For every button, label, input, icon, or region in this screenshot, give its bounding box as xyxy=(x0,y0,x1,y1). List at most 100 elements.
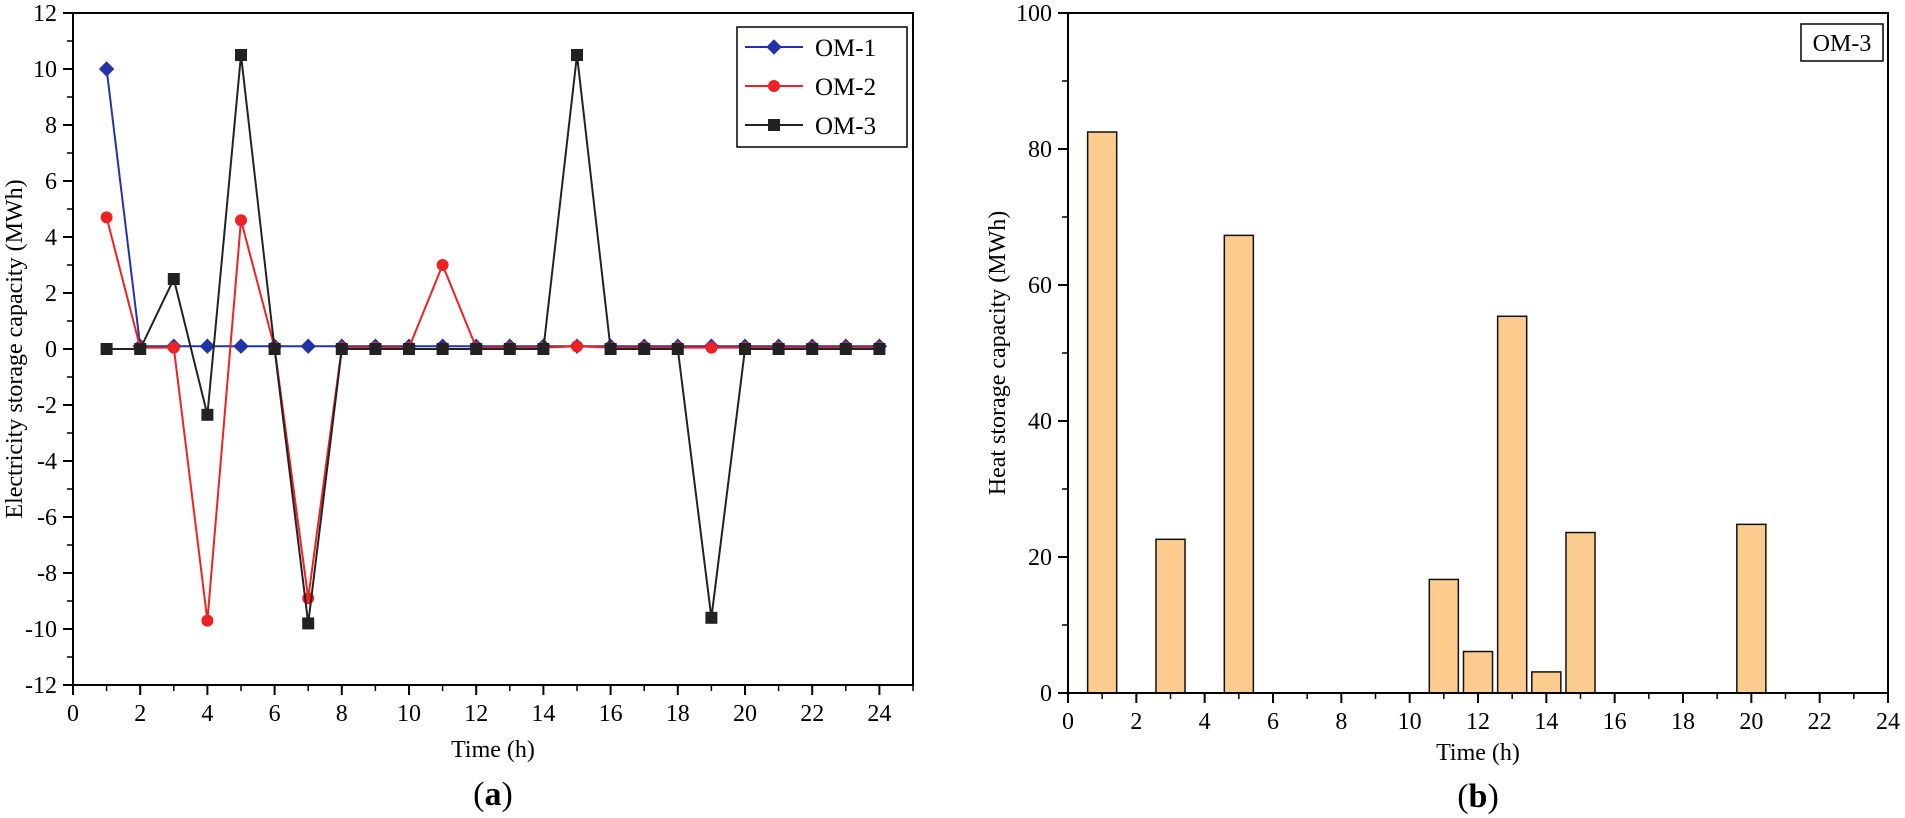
panel-a-x-tick-label: 16 xyxy=(599,701,623,727)
panel-a-x-tick-label: 18 xyxy=(666,701,690,727)
panel-b-legend-frame xyxy=(1800,23,1884,62)
panel-a-series xyxy=(98,49,888,630)
data-point-om-3 xyxy=(604,343,617,355)
data-point-om-3 xyxy=(873,343,886,355)
panel-b-x-tick-label: 4 xyxy=(1199,709,1211,735)
panel-b-y-tick-label: 80 xyxy=(1028,137,1052,163)
panel-b-legend-box: OM-3 xyxy=(1800,23,1884,62)
data-point-om-2 xyxy=(571,340,583,353)
data-point-om-3 xyxy=(302,617,315,630)
bar-hour-5 xyxy=(1223,234,1255,694)
data-point-om-2 xyxy=(436,259,449,271)
data-point-om-3 xyxy=(167,273,180,285)
panel-a-x-tick-label: 10 xyxy=(397,701,421,727)
legend-swatch-marker xyxy=(768,80,780,92)
panel-a-caption-letter: a xyxy=(485,776,502,813)
bar-hour-3 xyxy=(1155,538,1186,694)
series-line-om-2 xyxy=(105,217,880,621)
panel-a-x-tick-label: 0 xyxy=(67,701,79,727)
panel-b-caption: (b) xyxy=(1457,778,1499,815)
data-point-om-3 xyxy=(537,343,550,355)
data-point-om-3 xyxy=(772,343,785,355)
panel-a-y-tick-label: 10 xyxy=(33,57,57,83)
panel-b-legend-label: OM-3 xyxy=(1813,31,1872,57)
data-point-om-3 xyxy=(705,611,718,624)
data-point-om-1 xyxy=(300,338,316,354)
panel-a-y-tick-label: 2 xyxy=(45,281,57,307)
panel-b-caption-letter: b xyxy=(1469,778,1488,815)
data-point-om-2 xyxy=(167,341,180,354)
panel-b-x-tick-label: 0 xyxy=(1062,709,1074,735)
panel-a-y-tick-label: -8 xyxy=(37,561,57,587)
data-point-om-2 xyxy=(100,211,113,224)
data-point-om-3 xyxy=(369,343,382,355)
panel-a-caption: (a) xyxy=(473,776,513,813)
data-point-om-1 xyxy=(233,338,249,354)
legend-label: OM-2 xyxy=(815,74,876,101)
panel-b-x-tick-label: 2 xyxy=(1130,709,1142,735)
panel-b-y-tick-label: 0 xyxy=(1040,681,1052,707)
data-point-om-3 xyxy=(100,343,113,355)
panel-b-x-tick-label: 20 xyxy=(1739,709,1763,735)
panel-a-y-tick-label: 6 xyxy=(45,169,57,195)
panel-a-x-axis-label: Time (h) xyxy=(451,737,535,763)
data-point-om-3 xyxy=(335,343,348,355)
bar-hour-1 xyxy=(1086,131,1118,694)
panel-a-y-tick-label: 12 xyxy=(33,1,57,27)
panel-a-x-tick-label: 4 xyxy=(201,701,213,727)
panel-a-x-tick-label: 6 xyxy=(269,701,281,727)
panel-a-ticks: 0 2 4 6 8 10 12 14 16 18 20 22 24-12-10-8-6-4-202468… xyxy=(25,1,914,727)
panel-b-x-tick-label: 12 xyxy=(1466,709,1490,735)
data-point-om-3 xyxy=(503,343,516,355)
panel-b-y-tick-label: 100 xyxy=(1016,1,1052,27)
panel-a-y-tick-label: 4 xyxy=(45,225,57,251)
data-point-om-2 xyxy=(235,214,247,227)
data-point-om-3 xyxy=(436,343,449,355)
panel-a-x-tick-label: 2 xyxy=(134,701,146,727)
bar-hour-14 xyxy=(1531,671,1562,694)
data-point-om-3 xyxy=(268,343,281,355)
panel-a-y-tick-label: 0 xyxy=(45,337,57,363)
panel-a-x-tick-label: 14 xyxy=(531,701,555,727)
bar-hour-11 xyxy=(1428,578,1460,694)
panel-b-plot-frame xyxy=(1067,12,1889,694)
panel-b-x-tick-label: 16 xyxy=(1603,709,1627,735)
series-om-3 xyxy=(100,49,886,630)
legend-entry: OM-3 xyxy=(745,113,876,140)
bar-hour-20 xyxy=(1736,523,1767,694)
data-point-om-2 xyxy=(705,341,718,354)
panel-a-y-tick-label: -6 xyxy=(37,505,57,531)
data-point-om-3 xyxy=(671,343,684,355)
series-om-2 xyxy=(100,211,886,627)
panel-b-x-tick-label: 10 xyxy=(1398,709,1422,735)
panel-a-x-tick-label: 20 xyxy=(733,701,757,727)
data-point-om-3 xyxy=(806,343,819,355)
data-point-om-3 xyxy=(739,343,751,355)
panel-a-y-tick-label: 8 xyxy=(45,113,57,139)
panel-a-y-tick-label: -2 xyxy=(37,393,57,419)
panel-a-y-tick-label: -12 xyxy=(25,673,57,699)
panel-a-y-axis-label: Electricity storage capacity (MWh) xyxy=(2,179,28,518)
panel-a-x-tick-label: 12 xyxy=(464,701,488,727)
panel-a-x-tick-label: 22 xyxy=(800,701,824,727)
panel-a-line-chart: 0 2 4 6 8 10 12 14 16 18 20 22 24-12-10-8-6-4-202468… xyxy=(2,1,914,813)
legend-swatch-marker xyxy=(768,119,780,131)
panel-b-x-tick-label: 14 xyxy=(1534,709,1558,735)
data-point-om-1 xyxy=(98,61,115,77)
panel-b-y-tick-label: 40 xyxy=(1028,409,1052,435)
legend-label: OM-3 xyxy=(815,113,876,140)
data-point-om-3 xyxy=(403,343,415,355)
panel-b-y-axis-label: Heat storage capacity (MWh) xyxy=(985,211,1011,496)
panel-b-x-tick-label: 6 xyxy=(1267,709,1279,735)
panel-a-plot-frame xyxy=(72,12,914,686)
data-point-om-3 xyxy=(134,343,147,355)
bar-hour-15 xyxy=(1565,531,1596,694)
data-point-om-3 xyxy=(201,408,214,421)
data-point-om-3 xyxy=(638,343,651,355)
panel-b-x-tick-label: 24 xyxy=(1876,709,1900,735)
bar-hour-13 xyxy=(1496,315,1528,694)
panel-a-x-tick-label: 24 xyxy=(867,701,891,727)
panel-a-y-tick-label: -4 xyxy=(37,449,57,475)
